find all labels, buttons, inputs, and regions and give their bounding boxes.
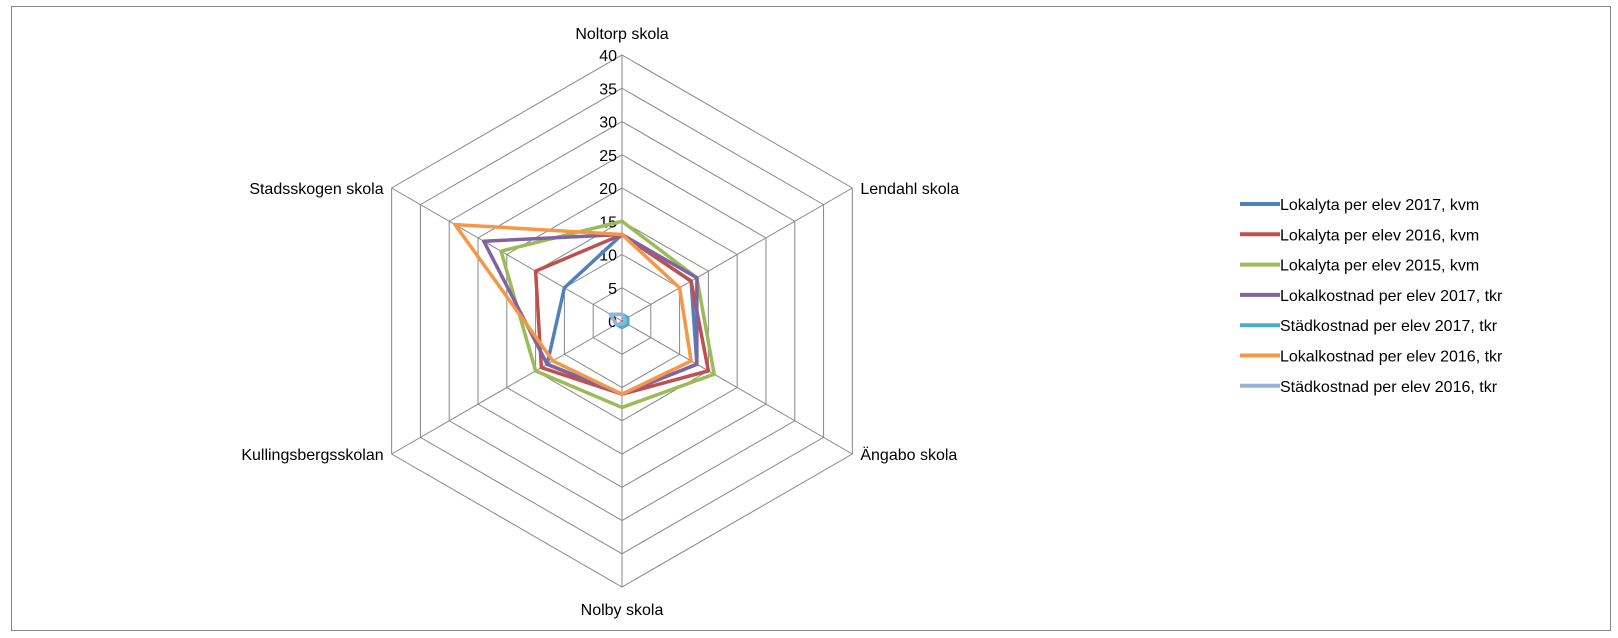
tick-label: 25 bbox=[599, 148, 617, 165]
category-label: Lendahl skola bbox=[860, 181, 959, 198]
legend-item: Lokalyta per elev 2016, kvm bbox=[1240, 227, 1479, 244]
spoke-5 bbox=[391, 187, 623, 322]
chart-area bbox=[11, 6, 1611, 631]
category-label: Ängabo skola bbox=[860, 446, 957, 464]
legend-item: Lokalyta per elev 2015, kvm bbox=[1240, 258, 1479, 275]
legend-label: Lokalkostnad per elev 2017, tkr bbox=[1280, 288, 1503, 305]
tick-label: 5 bbox=[608, 281, 617, 298]
tick-label: 40 bbox=[599, 48, 617, 65]
legend-item: Lokalkostnad per elev 2017, tkr bbox=[1240, 288, 1503, 305]
category-label: Noltorp skola bbox=[575, 26, 668, 43]
legend-label: Lokalyta per elev 2016, kvm bbox=[1280, 227, 1479, 244]
legend-item: Lokalyta per elev 2017, kvm bbox=[1240, 197, 1479, 214]
category-label: Kullingsbergsskolan bbox=[241, 447, 383, 464]
category-label: Nolby skola bbox=[581, 602, 664, 619]
legend-label: Lokalkostnad per elev 2016, tkr bbox=[1280, 349, 1503, 366]
legend-item: Städkostnad per elev 2016, tkr bbox=[1240, 379, 1498, 396]
legend-label: Städkostnad per elev 2016, tkr bbox=[1280, 379, 1498, 396]
tick-label: 20 bbox=[599, 181, 617, 198]
tick-label: 10 bbox=[599, 248, 617, 265]
category-labels: Noltorp skola Lendahl skola Ängabo skola No… bbox=[241, 26, 959, 619]
series-lines bbox=[453, 219, 716, 410]
radar-grid bbox=[391, 54, 853, 588]
spoke-1 bbox=[621, 187, 853, 322]
tick-label: 30 bbox=[599, 115, 617, 132]
spoke-4 bbox=[391, 320, 623, 455]
series-line-6 bbox=[608, 312, 627, 327]
tick-label: 0 bbox=[608, 314, 617, 331]
legend-label: Städkostnad per elev 2017, tkr bbox=[1280, 318, 1498, 335]
category-label: Stadsskogen skola bbox=[249, 181, 383, 198]
legend: Lokalyta per elev 2017, kvm Lokalyta per … bbox=[1240, 197, 1503, 396]
legend-label: Lokalyta per elev 2015, kvm bbox=[1280, 258, 1479, 275]
spoke-2 bbox=[621, 320, 853, 455]
legend-item: Lokalkostnad per elev 2016, tkr bbox=[1240, 349, 1503, 366]
series-line-3 bbox=[482, 232, 699, 396]
series-line-5 bbox=[453, 222, 693, 396]
legend-item: Städkostnad per elev 2017, tkr bbox=[1240, 318, 1498, 335]
tick-label: 35 bbox=[599, 81, 617, 98]
legend-label: Lokalyta per elev 2017, kvm bbox=[1280, 197, 1479, 214]
